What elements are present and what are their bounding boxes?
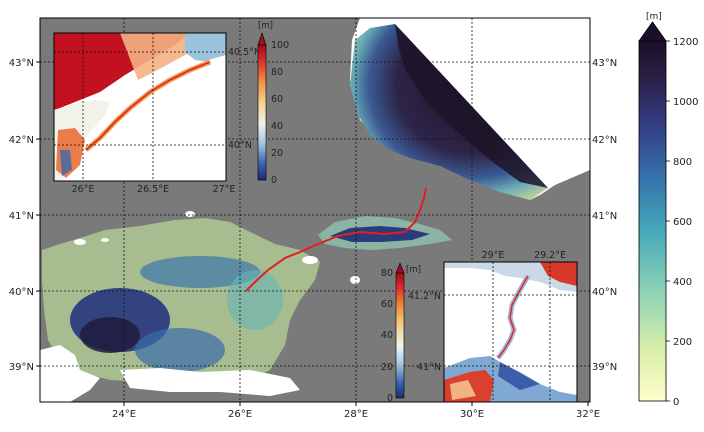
y-tick-label: 42°N — [9, 135, 34, 146]
colorbar-bar — [257, 44, 267, 181]
colorbar-extend-arrow — [638, 21, 667, 42]
inset-dardanelles: 26°E 26.5°E 27°E 40.5°N 40°N — [53, 32, 261, 195]
main-y-tick-labels-left: 43°N 42°N 41°N 40°N 39°N — [9, 58, 34, 373]
black-sea-slope — [540, 262, 577, 286]
island-white — [40, 345, 100, 402]
inset-frame — [53, 32, 227, 182]
colorbar-tick: 200 — [673, 337, 692, 348]
colorbar-tick-labels: 1200 1000 800 600 400 200 0 — [673, 37, 698, 408]
colorbar-dardanelles: [m] 100 80 60 40 20 0 — [257, 21, 289, 186]
inset-land — [100, 55, 226, 181]
colorbar-tick-labels: 100 80 60 40 20 0 — [271, 40, 289, 186]
inset-frame — [443, 261, 578, 403]
colorbar-tick: 20 — [381, 362, 393, 373]
channel-line — [245, 187, 427, 292]
island-white — [74, 239, 86, 245]
y-tick-label: 41°N — [417, 362, 441, 373]
marmara-basin — [498, 362, 540, 390]
colorbar-extend-arrow — [395, 262, 405, 274]
island-white — [101, 238, 109, 242]
x-tick-label: 27°E — [213, 184, 236, 195]
colorbar-tick: 60 — [381, 299, 393, 310]
x-tick-label: 24°E — [112, 409, 136, 420]
y-tick-label: 41.2°N — [408, 291, 441, 302]
x-tick-label: 28°E — [344, 409, 368, 420]
colorbar-unit: [m] — [406, 265, 421, 275]
colorbar-tick-marks — [666, 40, 670, 402]
colorbar-bar — [638, 40, 667, 402]
y-tick-label: 42°N — [592, 135, 617, 146]
colorbar-tick: 800 — [673, 157, 692, 168]
colorbar-tick: 80 — [271, 67, 283, 78]
aegean-deep-core — [80, 317, 140, 353]
channel-line — [497, 275, 529, 359]
main-y-tick-labels-right: 43°N 42°N 41°N 40°N 39°N — [592, 58, 617, 373]
island-white — [185, 211, 195, 217]
inset-grid — [444, 262, 577, 402]
colorbar-bar — [395, 272, 405, 399]
x-tick-label: 30°E — [460, 409, 484, 420]
inset-tick-labels: 26°E 26.5°E 27°E 40.5°N 40°N — [72, 47, 261, 195]
x-tick-label: 26°E — [228, 409, 252, 420]
island-white — [120, 368, 300, 396]
colorbar-tick: 60 — [271, 94, 283, 105]
y-tick-label: 43°N — [9, 58, 34, 69]
north-aegean-trough — [140, 256, 260, 288]
colorbar-tick: 1000 — [673, 97, 698, 108]
main-x-tick-labels: 24°E 26°E 28°E 30°E 32°E — [112, 409, 600, 420]
x-tick-label: 29.2°E — [534, 250, 566, 261]
colorbar-tick: 0 — [271, 175, 277, 186]
colorbar-extend-arrow — [257, 32, 267, 46]
y-tick-label: 40°N — [592, 287, 617, 298]
colorbar-unit: [m] — [258, 21, 273, 31]
y-tick-label: 43°N — [592, 58, 617, 69]
x-tick-label: 29°E — [482, 250, 505, 261]
colorbar-tick: 100 — [271, 40, 289, 51]
channel-line — [85, 61, 211, 151]
colorbar-tick: 80 — [381, 268, 393, 279]
colorbar-main: [m] 1200 1000 800 600 400 200 0 — [638, 12, 698, 408]
island-white — [350, 276, 360, 284]
aegean-shoal — [60, 150, 72, 176]
y-tick-label: 40.5°N — [228, 47, 261, 58]
inset-grid — [54, 33, 226, 181]
x-tick-label: 32°E — [576, 409, 600, 420]
colorbar-unit: [m] — [646, 12, 662, 22]
black-sea-deep — [395, 24, 548, 188]
aegean-basin-east — [227, 270, 283, 330]
black-sea-shelf — [444, 262, 577, 292]
inset-tick-labels: 29°E 29.2°E 41.2°N 41°N — [408, 250, 566, 373]
y-tick-label: 40°N — [228, 140, 252, 151]
inset-bosphorus: 29°E 29.2°E 41.2°N 41°N — [408, 250, 578, 403]
y-tick-label: 41°N — [9, 211, 34, 222]
aegean-basin-south — [135, 328, 225, 372]
colorbar-tick: 0 — [387, 393, 393, 404]
y-tick-label: 40°N — [9, 287, 34, 298]
x-tick-label: 26.5°E — [137, 184, 169, 195]
y-tick-label: 39°N — [592, 362, 617, 373]
colorbar-tick: 400 — [673, 277, 692, 288]
colorbar-tick: 1200 — [673, 37, 698, 48]
y-tick-label: 39°N — [9, 362, 34, 373]
y-tick-label: 41°N — [592, 211, 617, 222]
colorbar-tick: 0 — [673, 397, 679, 408]
marmara-shelf — [185, 33, 226, 62]
colorbar-bosphorus: [m] 80 60 40 20 0 — [381, 262, 421, 404]
colorbar-tick: 600 — [673, 217, 692, 228]
x-tick-label: 26°E — [72, 184, 95, 195]
colorbar-tick: 40 — [271, 121, 283, 132]
island-white — [302, 256, 318, 264]
main-map-frame — [39, 17, 591, 403]
main-map — [40, 18, 590, 402]
colorbar-tick: 20 — [271, 148, 283, 159]
colorbar-tick-labels: 80 60 40 20 0 — [381, 268, 393, 404]
main-tick-marks — [36, 61, 589, 406]
colorbar-tick: 40 — [381, 330, 393, 341]
marmara-shoal — [450, 380, 476, 400]
